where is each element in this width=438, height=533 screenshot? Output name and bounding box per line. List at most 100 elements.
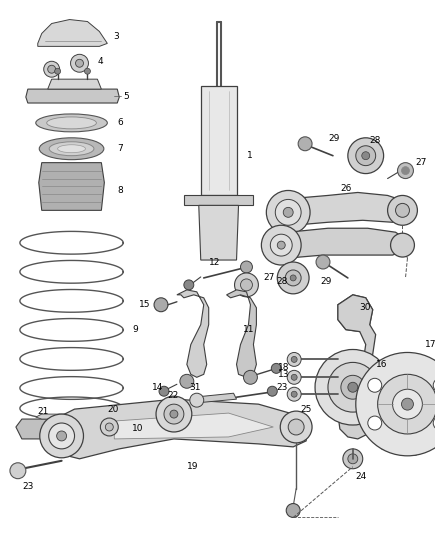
Text: 29: 29: [320, 277, 332, 286]
Circle shape: [433, 416, 438, 430]
Ellipse shape: [36, 114, 107, 132]
Circle shape: [287, 387, 301, 401]
Circle shape: [190, 393, 204, 407]
Polygon shape: [280, 192, 410, 225]
Circle shape: [283, 207, 293, 217]
Text: 16: 16: [376, 360, 387, 369]
Text: 18: 18: [278, 363, 290, 372]
Text: 31: 31: [189, 383, 200, 392]
Text: 28: 28: [276, 277, 288, 286]
Circle shape: [287, 370, 301, 384]
Circle shape: [291, 374, 297, 380]
Polygon shape: [16, 419, 127, 439]
Text: 14: 14: [152, 383, 163, 392]
Circle shape: [356, 146, 376, 166]
Circle shape: [156, 396, 192, 432]
Text: 6: 6: [117, 118, 123, 127]
Wedge shape: [381, 404, 407, 450]
Polygon shape: [194, 393, 237, 403]
Circle shape: [402, 398, 413, 410]
Circle shape: [170, 410, 178, 418]
Circle shape: [55, 68, 60, 74]
Circle shape: [388, 196, 417, 225]
Text: 7: 7: [117, 144, 123, 153]
Text: 22: 22: [167, 391, 178, 400]
Circle shape: [328, 362, 378, 412]
Text: 8: 8: [117, 186, 123, 195]
Text: 21: 21: [38, 407, 49, 416]
Circle shape: [342, 302, 358, 318]
Circle shape: [315, 350, 391, 425]
Ellipse shape: [39, 138, 104, 160]
Text: 20: 20: [107, 405, 119, 414]
Text: 15: 15: [139, 300, 151, 309]
Circle shape: [368, 416, 382, 430]
Wedge shape: [381, 404, 417, 456]
Ellipse shape: [49, 142, 94, 156]
Circle shape: [267, 386, 277, 396]
Polygon shape: [338, 295, 376, 439]
Circle shape: [348, 454, 358, 464]
Circle shape: [85, 68, 90, 74]
Circle shape: [392, 389, 422, 419]
Polygon shape: [184, 196, 254, 205]
Circle shape: [285, 270, 301, 286]
Circle shape: [49, 423, 74, 449]
Text: 28: 28: [370, 136, 381, 146]
Polygon shape: [338, 295, 373, 332]
Circle shape: [291, 391, 297, 397]
Circle shape: [277, 241, 285, 249]
Text: 5: 5: [123, 92, 129, 101]
Ellipse shape: [47, 117, 96, 129]
Circle shape: [356, 352, 438, 456]
Text: 24: 24: [356, 472, 367, 481]
Polygon shape: [38, 20, 107, 46]
Polygon shape: [39, 163, 104, 211]
Text: 27: 27: [263, 273, 275, 282]
Circle shape: [433, 378, 438, 392]
Circle shape: [396, 204, 410, 217]
Circle shape: [291, 357, 297, 362]
Text: 12: 12: [208, 257, 220, 266]
Circle shape: [298, 137, 312, 151]
Circle shape: [164, 404, 184, 424]
Circle shape: [48, 65, 56, 73]
Circle shape: [244, 370, 258, 384]
Circle shape: [180, 374, 194, 388]
Circle shape: [287, 352, 301, 366]
Circle shape: [348, 138, 384, 174]
Circle shape: [40, 414, 84, 458]
Circle shape: [378, 374, 437, 434]
Circle shape: [271, 364, 281, 373]
Polygon shape: [226, 290, 256, 377]
Circle shape: [398, 163, 413, 179]
Circle shape: [286, 504, 300, 518]
Text: 3: 3: [113, 32, 119, 41]
Circle shape: [362, 152, 370, 160]
Circle shape: [391, 233, 414, 257]
Circle shape: [270, 234, 292, 256]
Polygon shape: [36, 414, 107, 419]
Circle shape: [184, 280, 194, 290]
Circle shape: [75, 59, 84, 67]
Circle shape: [348, 382, 358, 392]
Polygon shape: [177, 290, 208, 377]
Circle shape: [57, 431, 67, 441]
Text: 17: 17: [425, 340, 437, 349]
Circle shape: [341, 375, 365, 399]
Text: 30: 30: [360, 303, 371, 312]
Circle shape: [288, 419, 304, 435]
Polygon shape: [26, 89, 119, 103]
Polygon shape: [273, 228, 407, 258]
Text: 23: 23: [276, 383, 288, 392]
Text: 9: 9: [132, 325, 138, 334]
Polygon shape: [48, 399, 308, 459]
Circle shape: [240, 279, 252, 291]
Text: 4: 4: [97, 57, 103, 66]
Circle shape: [261, 225, 301, 265]
Circle shape: [290, 275, 296, 281]
Text: 13: 13: [278, 370, 290, 379]
Text: 23: 23: [22, 482, 33, 491]
Circle shape: [266, 190, 310, 234]
Circle shape: [280, 411, 312, 443]
